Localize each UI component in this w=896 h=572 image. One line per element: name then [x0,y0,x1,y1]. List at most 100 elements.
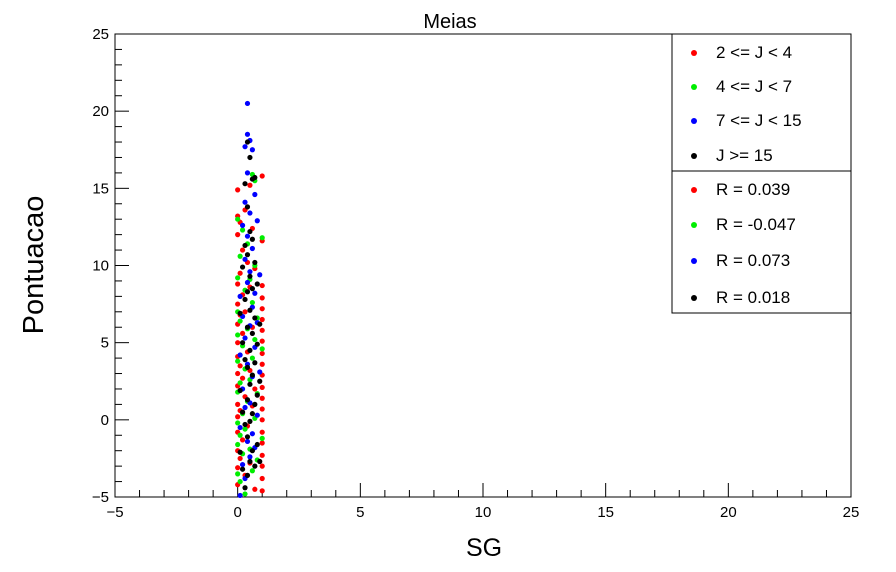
data-point [242,144,248,150]
data-point [235,465,241,471]
x-tick-label: 0 [233,504,241,521]
legend: 2 <= J < 4 4 <= J < 7 7 <= J < 15 J >= 15 R … [671,33,852,314]
data-point [237,293,243,299]
data-point [252,463,258,469]
data-point [237,363,243,369]
data-point [259,295,265,301]
data-point [254,441,260,448]
data-point [257,378,263,384]
data-point [239,227,246,233]
group-legend-label: 7 <= J < 15 [716,111,802,130]
data-point [247,418,253,424]
data-point [242,421,248,428]
data-point [259,316,265,323]
group-legend-label: J >= 15 [716,146,773,165]
data-point [249,299,255,306]
data-point [237,380,243,386]
data-point [239,264,246,270]
data-point [252,174,258,181]
y-tick-label: −5 [92,489,109,506]
data-point [259,488,265,494]
data-point [237,318,243,324]
data-point [235,340,241,346]
correlation-legend-marker [691,187,697,193]
data-point [244,324,251,330]
data-point [259,346,265,352]
data-point [249,468,255,474]
data-point [244,131,251,137]
data-point [239,461,246,468]
data-point [259,327,265,333]
data-point [239,466,246,472]
correlation-legend-label: R = 0.039 [716,180,790,199]
data-point [247,154,253,161]
data-point [249,330,255,337]
data-point [239,375,246,381]
data-point [235,420,241,426]
data-point [259,452,265,458]
data-point [252,336,258,343]
data-point [252,401,258,407]
data-point [244,289,251,295]
data-point [249,355,255,361]
data-point [244,233,251,239]
data-point [235,275,241,281]
y-tick-label: 10 [92,258,109,275]
y-tick-label: 5 [101,335,109,352]
x-tick-label: 5 [356,504,364,521]
x-tick-label: 20 [720,504,737,521]
data-point [244,100,251,107]
group-legend-marker [691,84,697,90]
data-point [252,259,258,266]
data-point [242,485,248,491]
data-point [242,357,248,363]
data-point [259,435,265,441]
axes: −5 0 5 10 15 20 25 −5 0 5 10 15 20 25 [92,26,859,521]
data-point [244,279,251,286]
data-point [235,232,241,238]
data-point [247,273,253,279]
data-point [237,492,243,499]
group-legend-label: 4 <= J < 7 [716,77,792,96]
data-point [237,449,243,455]
correlation-legend-marker [691,258,697,264]
data-point [242,491,248,497]
data-point [259,429,265,435]
data-point [259,306,265,312]
x-tick-label: 25 [843,504,860,521]
data-point [252,290,258,296]
data-point [244,472,251,478]
data-point [247,269,253,275]
data-point [254,218,260,224]
y-tick-label: 20 [92,103,109,120]
data-point [257,321,263,327]
data-point [259,235,265,241]
data-point [235,216,241,222]
data-point [242,309,248,315]
data-point [235,401,241,407]
data-point [257,458,263,465]
data-point [242,256,248,262]
data-point [254,281,260,287]
data-point [259,406,265,412]
data-point [244,139,251,145]
x-axis-title: SG [466,534,502,562]
chart-title: Meias [423,11,476,33]
data-point [244,170,251,176]
data-point [244,397,251,403]
data-point [247,347,253,353]
data-point [252,386,258,392]
data-point [249,245,255,252]
x-tick-label: 10 [475,504,492,521]
correlation-legend-label: R = 0.018 [716,288,790,307]
data-point [257,272,263,278]
data-point [237,352,243,358]
data-point [252,315,258,321]
data-point [239,437,246,443]
y-tick-label: 15 [92,180,109,197]
group-legend-marker [691,153,697,159]
group-legend-label: 2 <= J < 4 [716,43,792,62]
data-point [254,392,260,398]
data-point [235,358,241,364]
